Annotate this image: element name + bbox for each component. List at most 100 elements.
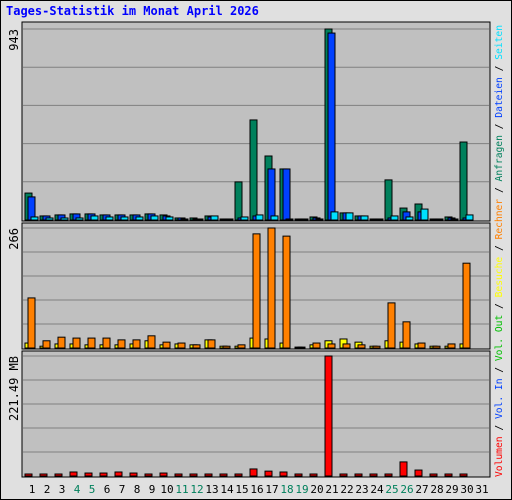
bar <box>444 473 453 477</box>
x-tick-label: 28 <box>430 483 443 496</box>
bar <box>462 262 471 349</box>
x-tick-label: 24 <box>370 483 384 496</box>
bar <box>222 345 231 349</box>
bar <box>174 473 183 477</box>
legend-entry: Vol. Out <box>494 315 505 361</box>
bar <box>282 235 291 349</box>
x-tick-label: 19 <box>295 483 308 496</box>
x-tick-label: 14 <box>220 483 234 496</box>
bar <box>180 218 189 221</box>
x-tick-label: 23 <box>355 483 368 496</box>
x-tick-label: 17 <box>265 483 278 496</box>
legend-separator: / <box>494 60 505 77</box>
bar <box>249 119 258 221</box>
y-tick-label: 221.49 MB <box>7 356 21 421</box>
x-tick-label: 4 <box>74 483 81 496</box>
bar <box>102 337 111 349</box>
x-tick-label: 1 <box>29 483 36 496</box>
legend-entry: Besuche <box>494 257 505 298</box>
bar <box>87 337 96 349</box>
bar <box>459 141 468 221</box>
bar <box>267 168 276 221</box>
bar <box>165 216 174 221</box>
x-tick-label: 13 <box>205 483 218 496</box>
x-tick-label: 15 <box>235 483 248 496</box>
y-tick-label: 943 <box>7 29 21 51</box>
bar <box>159 472 168 477</box>
bar <box>252 233 261 349</box>
bar <box>255 214 264 221</box>
bar <box>459 473 468 477</box>
bar <box>429 473 438 477</box>
bar <box>399 461 408 477</box>
bar <box>360 215 369 221</box>
bar <box>57 336 66 349</box>
x-tick-label: 21 <box>325 483 338 496</box>
bar <box>387 302 396 349</box>
chart-title: Tages-Statistik im Monat April 2026 <box>6 4 259 18</box>
bar <box>384 179 393 221</box>
bar <box>327 32 336 221</box>
bar <box>120 216 129 221</box>
bar <box>42 340 51 349</box>
bar <box>27 297 36 349</box>
legend-entry: Vol. In <box>494 378 505 419</box>
bar <box>219 473 228 477</box>
bar <box>204 473 213 477</box>
bar <box>99 472 108 477</box>
x-tick-label: 27 <box>415 483 428 496</box>
bar <box>390 215 399 221</box>
bar <box>285 218 294 221</box>
bar <box>369 473 378 477</box>
bar <box>435 218 444 221</box>
bar <box>345 212 354 221</box>
bar <box>24 473 33 477</box>
legend-entry: Dateien <box>494 77 505 118</box>
legend-separator: / <box>494 239 505 256</box>
legend-separator: / <box>494 118 505 135</box>
legend: Volumen / Vol. In / Vol. Out / Besuche /… <box>494 25 505 477</box>
bar <box>417 342 426 349</box>
bar <box>72 337 81 349</box>
panel <box>21 350 491 478</box>
y-tick-label: 266 <box>7 228 21 250</box>
bar <box>450 218 459 221</box>
bar <box>150 215 159 221</box>
x-tick-label: 18 <box>280 483 293 496</box>
x-tick-label: 10 <box>160 483 173 496</box>
bar <box>420 208 429 221</box>
bar <box>405 216 414 221</box>
x-tick-label: 26 <box>400 483 413 496</box>
bar <box>195 218 204 221</box>
bar <box>339 473 348 477</box>
bar <box>75 217 84 221</box>
x-tick-label: 20 <box>310 483 323 496</box>
bar <box>372 345 381 349</box>
bar <box>144 473 153 477</box>
bar <box>117 339 126 349</box>
bar <box>267 227 276 349</box>
bar <box>207 339 216 349</box>
bar <box>39 473 48 477</box>
x-tick-label: 11 <box>175 483 188 496</box>
bar <box>45 217 54 221</box>
bar <box>60 217 69 221</box>
bar <box>105 216 114 221</box>
x-tick-label: 30 <box>460 483 473 496</box>
legend-entry: Seiten <box>494 25 505 60</box>
x-tick-label: 6 <box>104 483 111 496</box>
bar <box>315 218 324 221</box>
bar <box>249 468 258 477</box>
bar <box>240 216 249 221</box>
bar <box>330 211 339 221</box>
bar <box>234 473 243 477</box>
bar <box>234 181 243 221</box>
x-tick-label: 5 <box>89 483 96 496</box>
bar <box>90 215 99 221</box>
bar <box>354 473 363 477</box>
legend-separator: / <box>494 181 505 198</box>
bar <box>30 216 39 221</box>
bar <box>297 346 306 349</box>
bar <box>264 470 273 477</box>
